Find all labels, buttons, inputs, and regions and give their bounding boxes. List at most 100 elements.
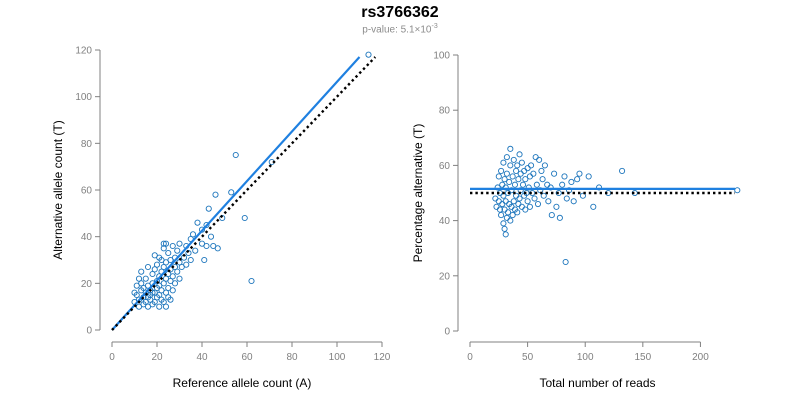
data-point (174, 247, 181, 254)
y-tick-label: 60 (81, 186, 93, 197)
data-point (509, 173, 516, 180)
data-point (533, 181, 540, 188)
data-point (248, 277, 255, 285)
data-point (568, 178, 575, 186)
data-point (169, 242, 176, 250)
data-point (495, 198, 502, 205)
y-tick-label: 0 (444, 327, 450, 338)
x-tick-label: 50 (522, 352, 534, 363)
data-point (523, 189, 530, 197)
data-point (502, 184, 509, 191)
data-point (590, 203, 597, 210)
data-point (205, 205, 212, 212)
data-point (153, 261, 161, 268)
data-point (526, 203, 533, 210)
y-tick-label: 120 (75, 46, 92, 57)
data-point (519, 181, 527, 188)
x-axis-title: Reference allele count (A) (173, 376, 312, 390)
data-point (559, 181, 566, 188)
data-point (619, 167, 626, 174)
data-point (555, 189, 562, 197)
data-point (162, 240, 170, 247)
data-point (524, 198, 531, 205)
data-point (499, 200, 506, 208)
data-point (544, 181, 551, 188)
data-point (522, 206, 529, 213)
data-point (576, 170, 583, 177)
data-point (509, 212, 516, 219)
x-tick-label: 100 (329, 352, 346, 363)
data-point (499, 181, 506, 188)
fit-line (111, 56, 361, 331)
data-point (530, 170, 537, 177)
data-point (506, 178, 513, 186)
y-tick-label: 0 (86, 326, 92, 337)
data-point (156, 254, 163, 261)
data-point (176, 240, 183, 247)
chart-title: rs3766362 (361, 4, 439, 21)
data-point (517, 170, 524, 177)
data-point (553, 203, 560, 210)
x-tick-label: 200 (692, 352, 709, 363)
data-point (169, 287, 176, 294)
x-tick-label: 150 (634, 352, 651, 363)
data-point (214, 245, 221, 252)
x-tick-label: 40 (196, 352, 208, 363)
data-point (502, 231, 509, 238)
p-value-text: p-value: 5.1×10 (362, 24, 432, 36)
data-point (187, 256, 194, 264)
data-point (507, 145, 514, 152)
data-point (536, 156, 543, 163)
y-tick-label: 100 (75, 92, 92, 103)
data-point (563, 195, 570, 202)
data-point (212, 191, 219, 198)
data-point (538, 167, 545, 174)
data-point (496, 206, 504, 213)
data-point (153, 277, 161, 285)
data-point (162, 303, 170, 310)
data-point (501, 225, 508, 232)
panel-1: 0 20 40 60 80 100 120 0 20 40 60 80 100 120 Reference … (51, 46, 391, 391)
data-point (551, 170, 558, 177)
data-point (539, 176, 546, 183)
data-point (232, 151, 239, 159)
data-point (228, 189, 235, 196)
data-point (545, 198, 552, 205)
data-point (133, 282, 140, 289)
y-tick-label: 20 (439, 271, 451, 282)
x-tick-label: 0 (467, 352, 473, 363)
data-point (183, 261, 190, 268)
x-tick-label: 20 (151, 352, 163, 363)
x-tick-label: 0 (109, 352, 115, 363)
data-point (194, 219, 201, 226)
x-tick-label: 120 (374, 352, 391, 363)
data-point (160, 298, 167, 306)
data-point (162, 289, 170, 296)
data-point (561, 173, 568, 180)
data-point (156, 291, 163, 299)
data-point (174, 268, 181, 275)
data-point (171, 280, 179, 287)
data-point (144, 263, 152, 271)
data-point (518, 203, 525, 210)
data-point (510, 156, 517, 163)
y-tick-label: 80 (439, 106, 451, 117)
chart-subtitle: p-value: 5.1×10-3 (0, 23, 800, 35)
data-point (131, 289, 138, 296)
data-point (516, 151, 523, 158)
data-point (515, 200, 522, 208)
y-axis-title: Alternative allele count (T) (51, 120, 65, 259)
data-point (507, 162, 514, 169)
data-point (515, 176, 522, 183)
x-tick-label: 100 (577, 352, 594, 363)
data-point (500, 159, 507, 166)
data-point (176, 275, 183, 282)
data-point (514, 162, 521, 169)
data-point (541, 162, 548, 169)
data-point (151, 298, 158, 306)
data-point (169, 273, 176, 280)
data-point (532, 154, 539, 161)
data-point (502, 198, 509, 205)
data-point (508, 187, 515, 194)
data-point (547, 184, 554, 191)
